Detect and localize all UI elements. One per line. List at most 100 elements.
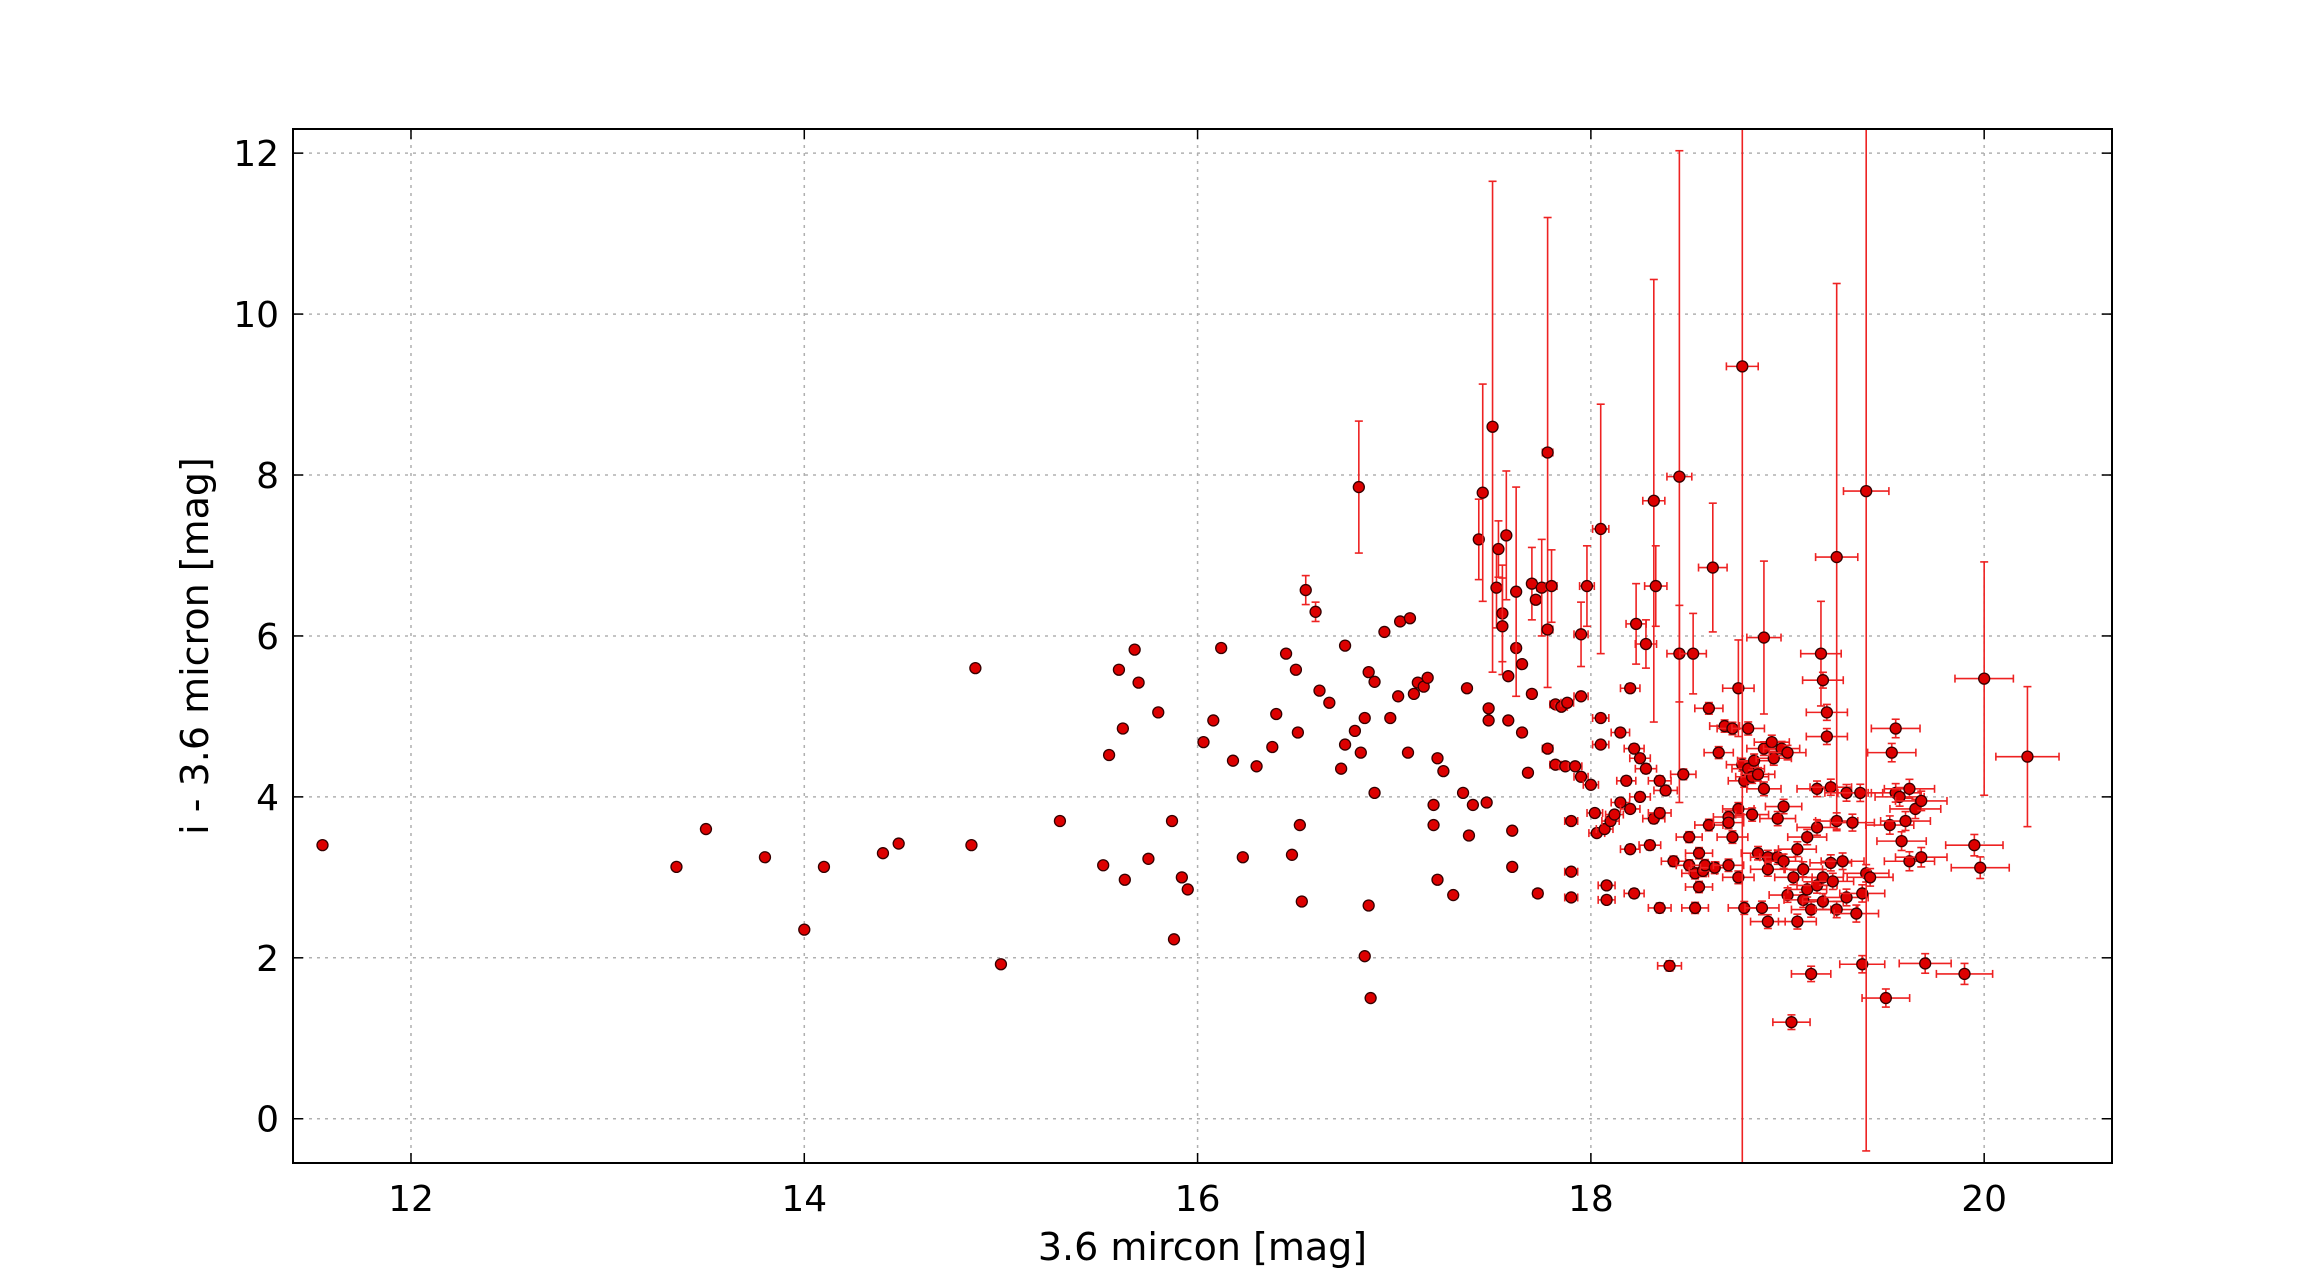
data-point <box>1323 696 1336 709</box>
data-point <box>1510 585 1523 598</box>
data-point <box>1830 550 1843 564</box>
y-tick-label: 0 <box>256 1100 279 1141</box>
data-point <box>1165 814 1179 828</box>
data-point <box>1797 863 1810 876</box>
data-point <box>1854 786 1867 800</box>
data-point <box>1565 865 1578 878</box>
data-point <box>1732 871 1745 884</box>
data-point <box>1836 855 1849 868</box>
data-point <box>969 661 982 675</box>
data-point <box>1565 891 1578 904</box>
data-point <box>1431 873 1444 886</box>
data-point <box>1215 641 1228 655</box>
data-point <box>1460 682 1474 695</box>
data-point <box>1270 707 1283 721</box>
data-point <box>1673 470 1686 483</box>
data-point <box>758 851 772 864</box>
data-point <box>1755 901 1769 915</box>
data-point <box>1633 790 1647 804</box>
data-point <box>1207 714 1220 727</box>
data-point <box>1116 722 1130 735</box>
data-point <box>1712 746 1725 759</box>
data-point <box>1692 847 1706 860</box>
data-point <box>1541 446 1554 459</box>
data-point <box>1250 760 1263 773</box>
data-point <box>1899 814 1912 828</box>
y-tick-label: 12 <box>233 134 279 175</box>
data-point <box>1565 814 1578 828</box>
data-point <box>1175 871 1189 884</box>
data-point <box>1167 933 1181 946</box>
data-point <box>1358 950 1371 963</box>
data-point <box>1647 494 1660 507</box>
data-point <box>1476 486 1489 499</box>
data-point <box>1624 682 1637 695</box>
data-point <box>1761 915 1775 928</box>
data-point <box>1384 711 1397 725</box>
data-point <box>1860 484 1873 498</box>
data-point <box>1521 766 1535 779</box>
data-point <box>1594 738 1607 751</box>
data-point <box>1456 786 1470 800</box>
data-point <box>1677 768 1690 781</box>
data-point <box>1515 657 1529 671</box>
data-point <box>1820 706 1834 719</box>
data-point <box>1736 360 1749 373</box>
data-point <box>1118 873 1131 886</box>
data-point <box>1915 851 1928 864</box>
data-point <box>1745 808 1759 821</box>
data-point <box>1368 675 1381 688</box>
data-points <box>316 129 2060 1163</box>
data-point <box>1236 851 1249 864</box>
data-point <box>1338 639 1352 652</box>
data-point <box>1594 522 1607 536</box>
data-point <box>1401 746 1415 759</box>
data-point <box>1659 784 1672 797</box>
data-point <box>1643 839 1657 852</box>
data-point <box>1226 754 1240 767</box>
data-point <box>1574 628 1588 641</box>
data-point <box>1600 893 1613 907</box>
y-tick-label: 8 <box>256 456 279 497</box>
data-point <box>699 822 713 836</box>
data-point <box>1588 806 1601 820</box>
data-point <box>1427 818 1440 832</box>
data-point <box>1525 687 1539 701</box>
data-point <box>1732 682 1745 695</box>
data-point <box>1053 814 1067 828</box>
data-point <box>1364 991 1377 1005</box>
data-point <box>1600 879 1613 892</box>
data-point <box>1447 888 1460 902</box>
axis-ticks: 12 14 16 18 20 0 2 4 6 8 10 12 <box>233 129 2112 1220</box>
data-point <box>1814 647 1828 660</box>
data-point <box>1594 711 1607 725</box>
data-point <box>1683 830 1696 844</box>
data-point <box>1309 605 1322 618</box>
data-point <box>1431 752 1444 765</box>
data-point <box>1781 746 1794 759</box>
data-point <box>1392 690 1405 703</box>
x-tick-label: 12 <box>388 1179 434 1220</box>
data-point <box>1574 690 1588 703</box>
data-point <box>1810 821 1824 834</box>
data-point <box>1856 958 1869 971</box>
data-point <box>1726 830 1739 844</box>
data-point <box>1362 899 1375 912</box>
data-point <box>1958 967 1971 981</box>
data-point <box>1889 722 1902 735</box>
y-tick-label: 10 <box>233 295 279 336</box>
plot-frame <box>292 128 2113 1164</box>
data-point <box>2021 750 2034 763</box>
data-point <box>1472 533 1485 546</box>
data-point <box>892 837 905 850</box>
data-point <box>1378 625 1391 639</box>
y-tick-label: 6 <box>256 617 279 658</box>
data-point <box>798 923 811 936</box>
data-point <box>1102 748 1116 762</box>
data-point <box>1820 730 1834 743</box>
data-point <box>1403 612 1417 625</box>
data-point <box>1692 880 1706 894</box>
data-point <box>1574 770 1588 783</box>
data-point <box>1791 915 1804 928</box>
